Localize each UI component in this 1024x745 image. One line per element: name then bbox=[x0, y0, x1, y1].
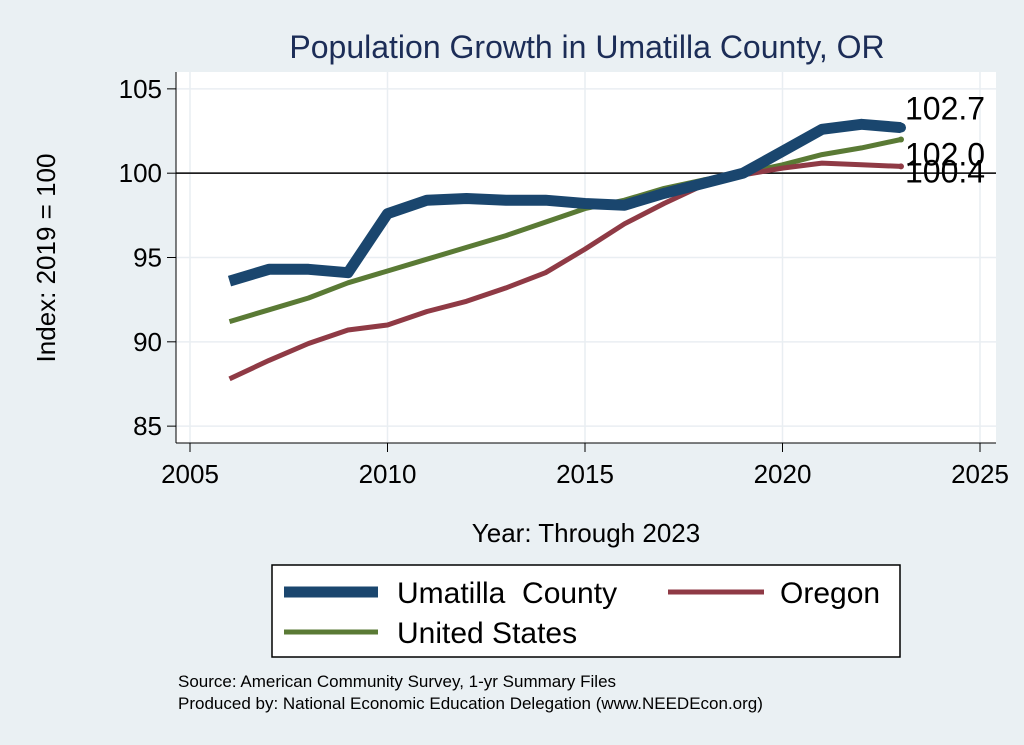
series-end-marker bbox=[896, 122, 906, 133]
end-label-united-states: 102.0 bbox=[905, 136, 985, 172]
source-line-2: Produced by: National Economic Education… bbox=[178, 694, 763, 713]
y-tick-label: 90 bbox=[133, 327, 162, 357]
series-layer bbox=[227, 118, 906, 382]
x-tick-label: 2025 bbox=[951, 459, 1009, 489]
legend-box bbox=[271, 564, 901, 658]
x-tick-label: 2015 bbox=[556, 459, 614, 489]
y-tick-label: 105 bbox=[119, 74, 162, 104]
ticks: 85 90 95 100 105 2005 2010 2015 2020 2025 bbox=[119, 74, 1009, 489]
x-tick-label: 2005 bbox=[161, 459, 219, 489]
x-tick-label: 2020 bbox=[754, 459, 812, 489]
y-tick-label: 95 bbox=[133, 243, 162, 273]
x-axis-label: Year: Through 2023 bbox=[472, 518, 700, 548]
legend-label-united-states: United States bbox=[397, 617, 577, 650]
series-end-marker bbox=[898, 136, 904, 143]
y-axis-label: Index: 2019 = 100 bbox=[31, 154, 61, 363]
legend-label-umatilla: Umatilla County bbox=[397, 577, 617, 610]
legend: Umatilla County Oregon United States bbox=[271, 564, 901, 658]
source-line-1: Source: American Community Survey, 1-yr … bbox=[178, 672, 616, 691]
series-end-marker bbox=[898, 163, 904, 170]
series-line-united-states bbox=[228, 137, 902, 324]
series-line-umatilla bbox=[227, 118, 902, 287]
end-label-umatilla: 102.7 bbox=[905, 91, 985, 127]
end-label-oregon: 100.4 bbox=[905, 153, 985, 189]
y-tick-label: 100 bbox=[119, 158, 162, 188]
x-tick-label: 2010 bbox=[359, 459, 417, 489]
y-tick-label: 85 bbox=[133, 411, 162, 441]
legend-label-oregon: Oregon bbox=[780, 577, 880, 610]
chart-title: Population Growth in Umatilla County, OR bbox=[289, 29, 884, 65]
series-line-oregon bbox=[228, 160, 902, 382]
